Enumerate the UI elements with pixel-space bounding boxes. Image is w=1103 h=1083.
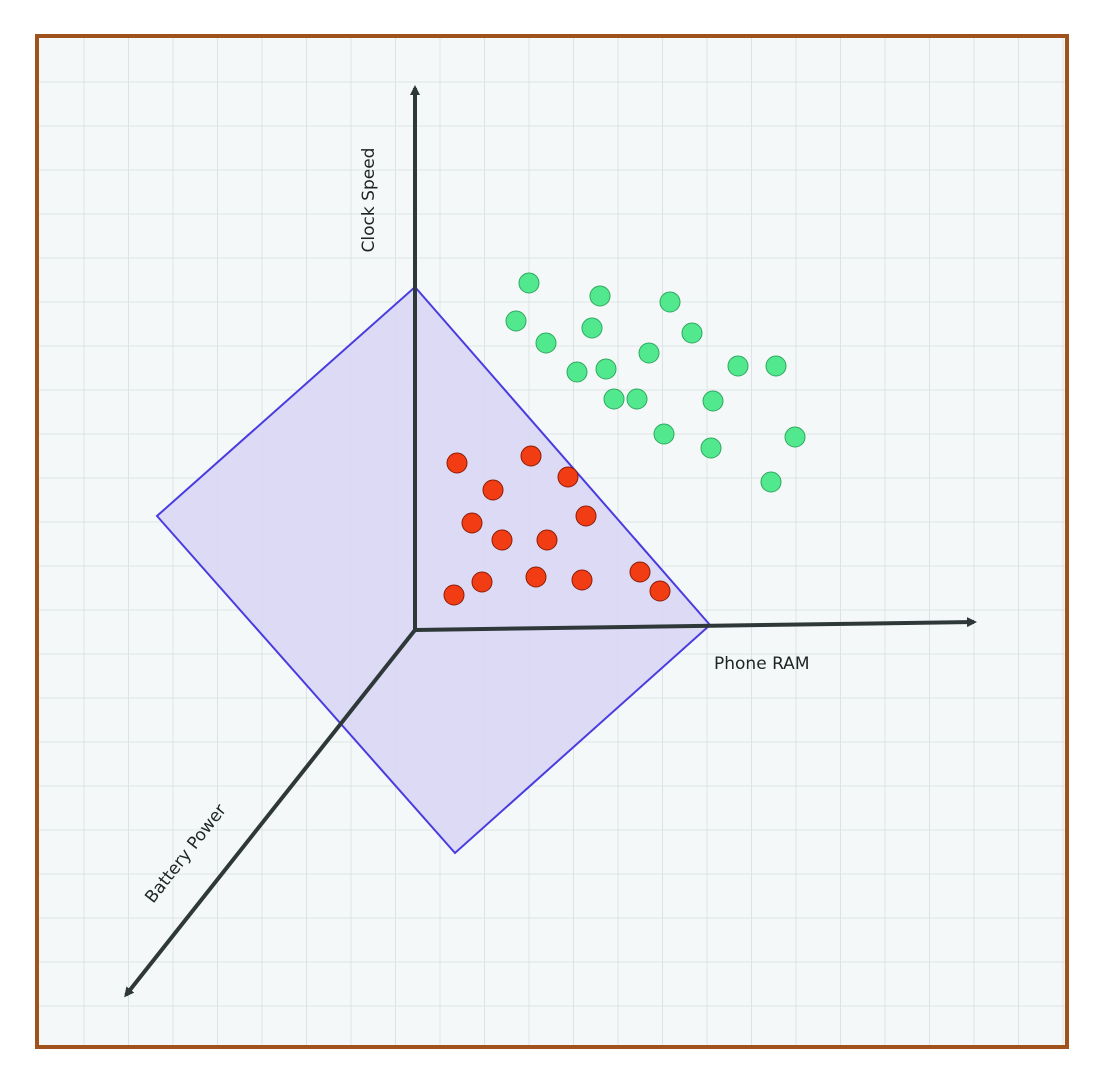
data-points <box>443 272 806 606</box>
green-data-point <box>581 317 603 339</box>
green-data-point <box>784 426 806 448</box>
red-data-point <box>575 505 597 527</box>
diagram-frame <box>35 34 1069 1049</box>
green-data-point <box>659 291 681 313</box>
green-data-point <box>653 423 675 445</box>
green-data-point <box>589 285 611 307</box>
green-data-point <box>638 342 660 364</box>
green-data-point <box>702 390 724 412</box>
green-data-point <box>505 310 527 332</box>
green-data-point <box>626 388 648 410</box>
battery-power-axis <box>124 628 417 998</box>
red-data-point <box>482 479 504 501</box>
clock-speed-label: Clock Speed <box>359 148 379 253</box>
green-data-point <box>535 332 557 354</box>
red-data-point <box>536 529 558 551</box>
phone-ram-label: Phone RAM <box>714 654 809 674</box>
red-data-point <box>491 529 513 551</box>
green-data-point <box>595 358 617 380</box>
red-data-point <box>443 584 465 606</box>
red-data-point <box>461 512 483 534</box>
red-data-point <box>629 561 651 583</box>
green-data-point <box>760 471 782 493</box>
green-data-point <box>603 388 625 410</box>
separating-hyperplane <box>155 285 712 855</box>
green-data-point <box>518 272 540 294</box>
red-data-point <box>520 445 542 467</box>
red-data-point <box>525 566 547 588</box>
green-data-point <box>700 437 722 459</box>
phone-ram-axis <box>414 617 977 632</box>
green-data-point <box>765 355 787 377</box>
red-data-point <box>557 466 579 488</box>
red-data-point <box>649 580 671 602</box>
red-data-point <box>571 569 593 591</box>
red-data-point <box>446 452 468 474</box>
green-data-point <box>566 361 588 383</box>
green-data-point <box>681 322 703 344</box>
green-data-point <box>727 355 749 377</box>
red-data-point <box>471 571 493 593</box>
